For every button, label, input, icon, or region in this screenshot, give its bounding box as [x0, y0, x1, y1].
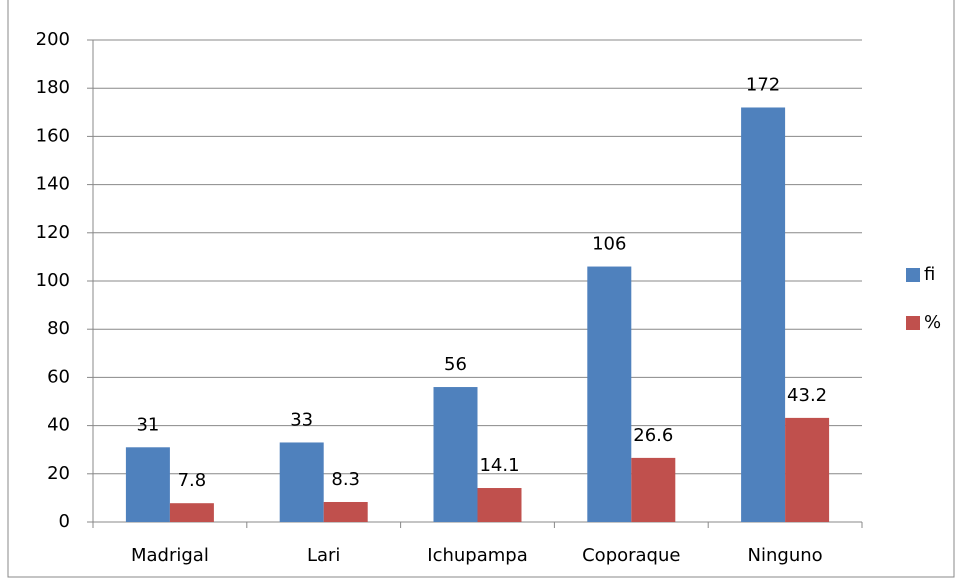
bar [323, 501, 368, 522]
x-tick-label: Lari [307, 545, 340, 566]
legend-swatch [906, 268, 920, 282]
data-label: 106 [592, 234, 626, 255]
x-tick-label: Madrigal [131, 545, 209, 566]
bar [279, 442, 324, 522]
data-label: 172 [746, 74, 780, 95]
data-label: 14.1 [479, 455, 519, 476]
legend-label: fi [924, 264, 935, 285]
bar [477, 488, 522, 522]
y-tick-label: 160 [36, 125, 70, 146]
data-label: 26.6 [633, 425, 673, 446]
data-label: 31 [136, 414, 159, 435]
legend-swatch [906, 316, 920, 330]
bar [741, 107, 786, 522]
y-tick-label: 180 [36, 77, 70, 98]
legend-label: % [924, 312, 941, 333]
data-label: 33 [290, 409, 313, 430]
y-tick-label: 0 [59, 511, 70, 532]
data-label: 8.3 [331, 469, 360, 490]
x-tick-label: Coporaque [582, 545, 680, 566]
y-tick-label: 100 [36, 270, 70, 291]
bar [433, 387, 478, 522]
bar [169, 503, 214, 522]
y-tick-label: 20 [47, 463, 70, 484]
data-label: 43.2 [787, 385, 827, 406]
bar [785, 417, 830, 522]
data-label: 7.8 [178, 470, 207, 491]
y-tick-label: 40 [47, 415, 70, 436]
y-tick-label: 60 [47, 366, 70, 387]
data-label: 56 [444, 354, 467, 375]
y-tick-label: 140 [36, 174, 70, 195]
y-tick-label: 120 [36, 222, 70, 243]
y-tick-label: 200 [36, 29, 70, 50]
bar [587, 266, 632, 522]
x-tick-label: Ninguno [748, 545, 823, 566]
y-tick-label: 80 [47, 318, 70, 339]
bar [631, 457, 676, 522]
bar [125, 447, 170, 522]
x-tick-label: Ichupampa [427, 545, 527, 566]
